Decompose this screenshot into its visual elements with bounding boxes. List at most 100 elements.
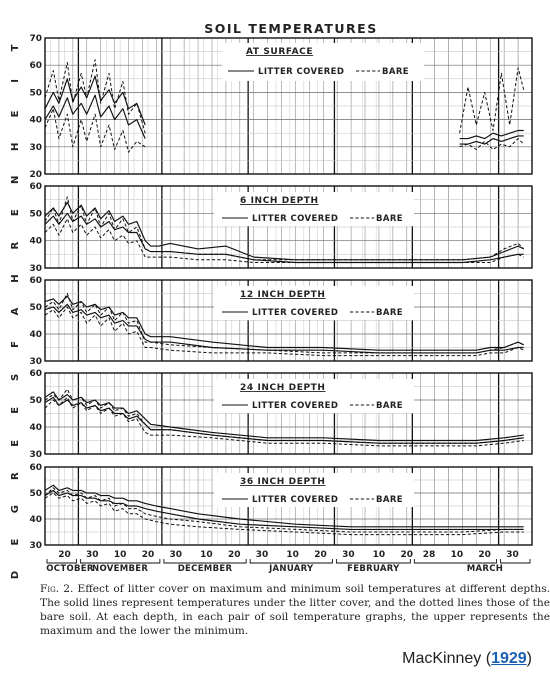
- panel-label-box: [222, 43, 424, 81]
- month-bracket: [249, 559, 333, 564]
- x-tick-label: 30: [506, 550, 519, 560]
- series-line-litter-max: [459, 129, 524, 140]
- x-month-label: OCTOBER: [46, 564, 94, 574]
- x-tick-label: 20: [401, 550, 414, 560]
- y-axis-label-letter: E: [10, 539, 21, 546]
- panel-title-part: INCH: [247, 196, 278, 206]
- series-line-bare-max: [44, 293, 524, 354]
- legend-label-bare: BARE: [376, 308, 403, 318]
- x-tick-label: 10: [200, 550, 213, 560]
- x-tick-label: 30: [342, 550, 355, 560]
- x-month-label: FEBRUARY: [347, 564, 400, 574]
- y-axis-label-letter: H: [10, 143, 21, 151]
- y-tick-label: 30: [29, 143, 42, 153]
- y-axis-label-letter: S: [10, 374, 21, 381]
- panel-label-box: [214, 286, 414, 320]
- panel-title-part: 6: [240, 196, 247, 206]
- x-tick-label: 20: [228, 550, 241, 560]
- month-bracket: [163, 559, 247, 564]
- y-axis-label-letter: R: [10, 472, 21, 480]
- y-tick-label: 40: [29, 237, 42, 247]
- series-line-bare-min: [44, 218, 524, 263]
- y-axis-label-letter: H: [10, 274, 21, 282]
- y-tick-label: 60: [29, 463, 42, 473]
- series-line-bare-max: [44, 487, 524, 533]
- y-axis-label-letter: R: [10, 241, 21, 249]
- y-tick-label: 40: [29, 515, 42, 525]
- month-bracket: [46, 559, 77, 564]
- legend-label-bare: BARE: [376, 495, 403, 505]
- caption-text: Effect of litter cover on maximum and mi…: [40, 583, 550, 637]
- y-axis-label-letter: G: [10, 505, 21, 513]
- series-line-litter-min: [44, 94, 146, 139]
- x-month-label: DECEMBER: [178, 564, 233, 574]
- chart-panels: 20 30 40 50 60 70 AT SURFACE LITTER COVERED BARE…: [29, 34, 533, 551]
- series-line-bare-max: [44, 196, 525, 261]
- panel-title-part: 12: [240, 290, 254, 300]
- series-line-bare-max: [44, 388, 524, 444]
- y-tick-label: 20: [29, 170, 42, 180]
- legend-label-litter: LITTER COVERED: [258, 67, 344, 77]
- panel-title-part: AT: [246, 47, 260, 57]
- panel-title-part: 24: [240, 383, 254, 393]
- series-line-bare-min: [44, 306, 524, 357]
- panel-3: 30 40 50 60 12 INCH DEPTH LITTER COVERED BARE: [29, 276, 533, 367]
- y-tick-label: 50: [29, 396, 42, 406]
- y-axis-label-letter: E: [10, 110, 21, 117]
- panel-label-box: [214, 192, 414, 226]
- panel-frame: [44, 185, 533, 269]
- y-tick-label: 50: [29, 209, 42, 219]
- legend-label-bare: BARE: [382, 67, 409, 77]
- y-axis-label-letter: A: [10, 307, 21, 315]
- y-tick-label: 50: [29, 489, 42, 499]
- caption-label: Fig. 2.: [40, 583, 74, 595]
- panel-title-part: DEPTH: [285, 290, 326, 300]
- x-tick-label: 20: [142, 550, 155, 560]
- panel-title-part: 36: [240, 477, 254, 487]
- series-line-litter-max: [44, 75, 146, 126]
- x-tick-label: 20: [314, 550, 327, 560]
- legend-label-bare: BARE: [376, 401, 403, 411]
- credit-year-link[interactable]: 1929: [491, 650, 527, 667]
- month-bracket: [413, 559, 498, 564]
- panel-4: 30 40 50 60 24 INCH DEPTH LITTER COVERED BARE: [29, 369, 533, 460]
- y-tick-label: 60: [29, 369, 42, 379]
- x-tick-label: 10: [114, 550, 127, 560]
- series-line-litter-max: [44, 295, 524, 351]
- y-tick-label: 30: [29, 450, 42, 460]
- series-line-litter-min: [459, 135, 524, 145]
- y-tick-label: 50: [29, 88, 42, 98]
- y-axis-label-letter: E: [10, 407, 21, 414]
- panel-frame: [44, 279, 533, 362]
- y-tick-label: 30: [29, 541, 42, 551]
- panel-title: 24 INCH DEPTH: [240, 383, 326, 393]
- panel-2: 30 40 50 60 6 INCH DEPTH LITTER COVERED BARE: [29, 182, 533, 274]
- y-axis-label-letter: I: [10, 79, 21, 83]
- panel-title-part: DEPTH: [285, 477, 326, 487]
- panel-title: 6 INCH DEPTH: [240, 196, 319, 206]
- y-axis-label: D E G R E E S F A H R E N H E I T: [10, 44, 21, 579]
- y-axis-label-letter: F: [10, 341, 21, 348]
- x-tick-label: 20: [478, 550, 491, 560]
- panel-title: 12 INCH DEPTH: [240, 290, 326, 300]
- y-tick-label: 60: [29, 182, 42, 192]
- y-tick-label: 60: [29, 276, 42, 286]
- series-line-bare-max: [459, 67, 525, 134]
- credit-author: MacKinney (: [402, 650, 492, 667]
- panel-title: 36 INCH DEPTH: [240, 477, 326, 487]
- month-bracket: [335, 559, 411, 564]
- panel-label-box: [214, 473, 414, 507]
- panel-title-part: INCH: [254, 383, 285, 393]
- x-month-label: MARCH: [467, 564, 503, 574]
- series-line-bare-max: [44, 59, 146, 134]
- x-month-label: NOVEMBER: [92, 564, 148, 574]
- month-bracket: [79, 559, 161, 564]
- panel-frame: [44, 466, 533, 546]
- legend-label-litter: LITTER COVERED: [252, 308, 338, 318]
- y-axis-label-letter: E: [10, 209, 21, 216]
- legend-label-litter: LITTER COVERED: [252, 401, 338, 411]
- legend-label-litter: LITTER COVERED: [252, 214, 338, 224]
- panel-title-part: INCH: [254, 290, 285, 300]
- legend-label-litter: LITTER COVERED: [252, 495, 338, 505]
